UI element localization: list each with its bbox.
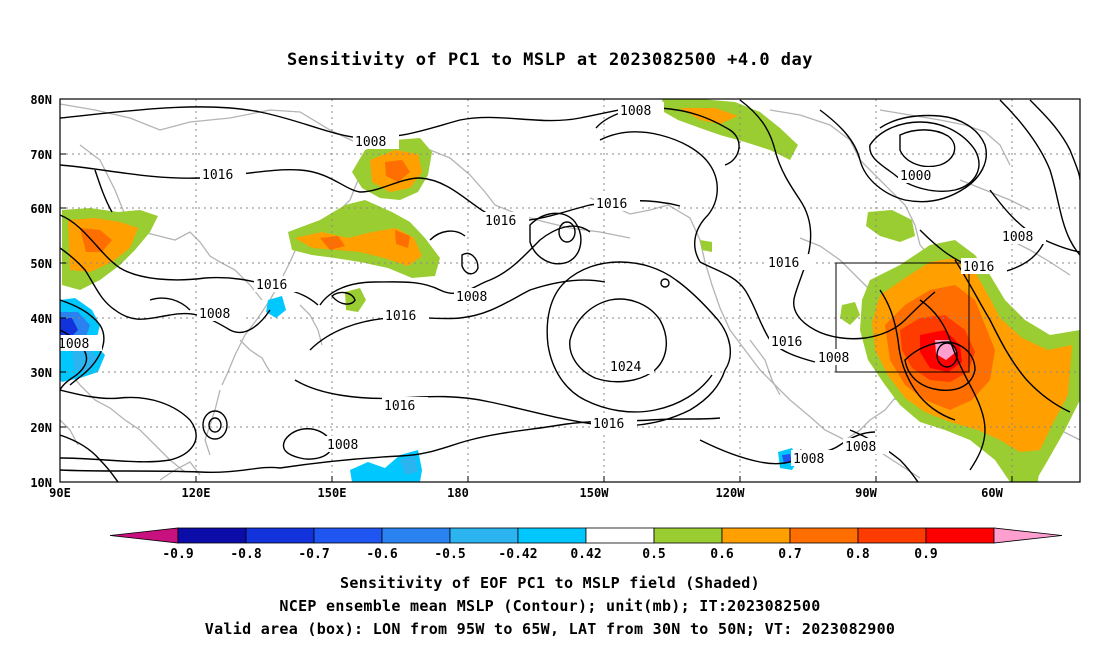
isobar-label-1024: 1024 xyxy=(610,360,641,375)
colorbar-below-arrow xyxy=(109,527,179,544)
colorbar-bin xyxy=(245,527,315,544)
isobar-label-1008-caribbean: 1008 xyxy=(845,440,876,455)
y-tick-label: 60N xyxy=(30,202,52,216)
colorbar: -0.9 -0.8 -0.7 -0.6 -0.5 -0.42 0.42 0.5 0.6 0.7 0.… xyxy=(109,527,1063,562)
colorbar-tick-label: -0.42 xyxy=(498,547,537,562)
isobar-label-1008-northeast: 1008 xyxy=(1002,230,1033,245)
isobar-label-1016-pacific-west: 1016 xyxy=(385,309,416,324)
colorbar-tick-label: -0.9 xyxy=(162,547,193,562)
x-tick-label: 90W xyxy=(855,486,877,500)
y-tick-label: 10N xyxy=(30,476,52,490)
isobar-label-1016-bering: 1016 xyxy=(485,214,516,229)
y-tick-label: 40N xyxy=(30,312,52,326)
x-tick-label: 180 xyxy=(447,486,469,500)
colorbar-bin xyxy=(313,527,383,544)
colorbar-bin xyxy=(449,527,519,544)
colorbar-tick-label: 0.6 xyxy=(710,547,734,562)
colorbar-bin xyxy=(517,527,587,544)
colorbar-tick-label: 0.8 xyxy=(846,547,870,562)
colorbar-tick-label: -0.7 xyxy=(298,547,329,562)
x-tick-label: 120E xyxy=(182,486,211,500)
valid-area-box xyxy=(835,262,970,373)
positive-sensitivity-shading xyxy=(62,99,1080,482)
y-tick-label: 70N xyxy=(30,148,52,162)
map-title: Sensitivity of PC1 to MSLP at 2023082500… xyxy=(286,50,813,70)
x-tick-label: 150E xyxy=(318,486,347,500)
colorbar-tick-label: -0.8 xyxy=(230,547,261,562)
colorbar-bin xyxy=(925,527,995,544)
colorbar-bin xyxy=(177,527,247,544)
isobar-label-1008-india: 1008 xyxy=(58,337,89,352)
colorbar-bin xyxy=(721,527,791,544)
caption-line-1: Sensitivity of EOF PC1 to MSLP field (Sh… xyxy=(340,574,760,592)
isobar-labels: 1008 1008 1008 1000 1016 1016 1016 1016 … xyxy=(56,102,1046,467)
colorbar-tick-label: -0.6 xyxy=(366,547,397,562)
isobar-label-1016-siberia: 1016 xyxy=(202,168,233,183)
colorbar-tick-label: 0.42 xyxy=(570,547,601,562)
colorbar-tick-label: 0.7 xyxy=(778,547,801,562)
isobar-label-1008-kamchatka: 1008 xyxy=(355,135,386,150)
x-tick-label: 150W xyxy=(580,486,610,500)
colorbar-tick-label: -0.5 xyxy=(434,547,465,562)
isobar-label-1016-subtropics: 1016 xyxy=(384,399,415,414)
y-tick-label: 30N xyxy=(30,366,52,380)
axis-tick-marks xyxy=(60,98,1013,482)
x-axis-labels: 90E 120E 150E 180 150W 120W 90W 60W xyxy=(49,486,1003,500)
y-tick-label: 50N xyxy=(30,257,52,271)
isobar-label-1008-pacific: 1008 xyxy=(456,290,487,305)
x-tick-label: 90E xyxy=(49,486,71,500)
colorbar-bin xyxy=(585,527,655,544)
isobar-label-1000: 1000 xyxy=(900,169,931,184)
x-tick-label: 60W xyxy=(981,486,1003,500)
isobar-label-1008-mexico: 1008 xyxy=(793,452,824,467)
y-axis-labels: 80N 70N 60N 50N 40N 30N 20N 10N xyxy=(30,93,52,490)
isobar-label-1008-gulf: 1008 xyxy=(818,351,849,366)
isobar-label-1016-us: 1016 xyxy=(771,335,802,350)
caption-line-3: Valid area (box): LON from 95W to 65W, L… xyxy=(204,620,896,638)
isobar-label-1016-japan: 1016 xyxy=(256,278,287,293)
isobar-label-1016-rockies: 1016 xyxy=(768,256,799,271)
colorbar-bin xyxy=(857,527,927,544)
isobar-label-1008-china: 1008 xyxy=(199,307,230,322)
plot-border xyxy=(59,98,1081,483)
colorbar-tick-label: 0.5 xyxy=(642,547,665,562)
isobar-label-1016-east-pacific: 1016 xyxy=(593,417,624,432)
y-tick-label: 80N xyxy=(30,93,52,107)
caption-line-2: NCEP ensemble mean MSLP (Contour); unit(… xyxy=(279,597,821,615)
isobar-label-1016-atlantic: 1016 xyxy=(963,260,994,275)
y-tick-label: 20N xyxy=(30,421,52,435)
colorbar-bin xyxy=(653,527,723,544)
isobar-label-1008-west-pacific: 1008 xyxy=(327,438,358,453)
colorbar-tick-label: 0.9 xyxy=(914,547,937,562)
isobar-label-1016-gulf-alaska: 1016 xyxy=(596,197,627,212)
colorbar-above-arrow xyxy=(993,527,1063,544)
isobar-label-1008-north: 1008 xyxy=(620,104,651,119)
colorbar-bin xyxy=(789,527,859,544)
colorbar-bin xyxy=(381,527,451,544)
x-tick-label: 120W xyxy=(716,486,746,500)
